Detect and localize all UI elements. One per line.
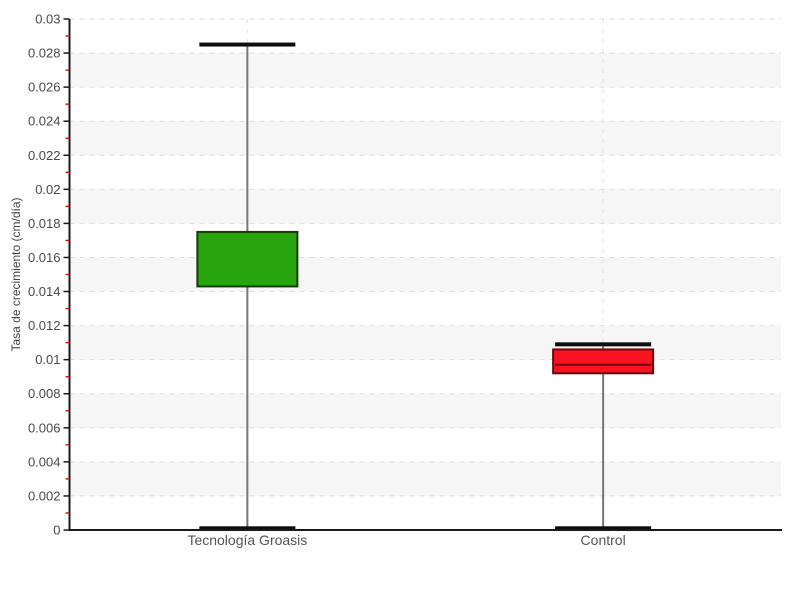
grid-band xyxy=(69,325,781,360)
whisker-cap-high-control xyxy=(555,342,652,347)
grid-band xyxy=(69,121,781,156)
y-axis-title: Tasa de crecimiento (cm/día) xyxy=(9,197,23,351)
y-tick-label: 0.024 xyxy=(28,114,61,129)
y-tick-label: 0.022 xyxy=(28,148,61,163)
grid-band xyxy=(69,393,781,428)
y-tick-label: 0.018 xyxy=(28,216,61,231)
y-tick-label: 0.014 xyxy=(28,284,61,299)
x-category-label: Control xyxy=(581,532,626,548)
box-tecnolog-a-groasis xyxy=(196,230,299,288)
grid-band xyxy=(69,189,781,224)
grid-band xyxy=(69,461,781,496)
y-tick-label: 0.016 xyxy=(28,250,61,265)
y-tick-label: 0.008 xyxy=(28,386,61,401)
y-tick-label: 0.01 xyxy=(35,352,60,367)
y-tick-label: 0 xyxy=(53,523,60,538)
box-control xyxy=(552,348,655,375)
y-tick-label: 0.026 xyxy=(28,80,61,95)
whisker-cap-low-control xyxy=(555,526,652,531)
grid-band xyxy=(69,53,781,88)
whisker-cap-high-tecnolog-a-groasis xyxy=(199,42,296,47)
y-tick-label: 0.002 xyxy=(28,488,61,503)
whisker-cap-low-tecnolog-a-groasis xyxy=(199,526,296,531)
y-tick-label: 0.006 xyxy=(28,420,61,435)
x-category-label: Tecnología Groasis xyxy=(187,532,307,548)
y-tick-label: 0.028 xyxy=(28,46,61,61)
y-tick-label: 0.03 xyxy=(35,12,60,27)
grid-band xyxy=(69,257,781,292)
y-tick-label: 0.004 xyxy=(28,454,61,469)
y-tick-label: 0.02 xyxy=(35,182,60,197)
y-tick-label: 0.012 xyxy=(28,318,61,333)
